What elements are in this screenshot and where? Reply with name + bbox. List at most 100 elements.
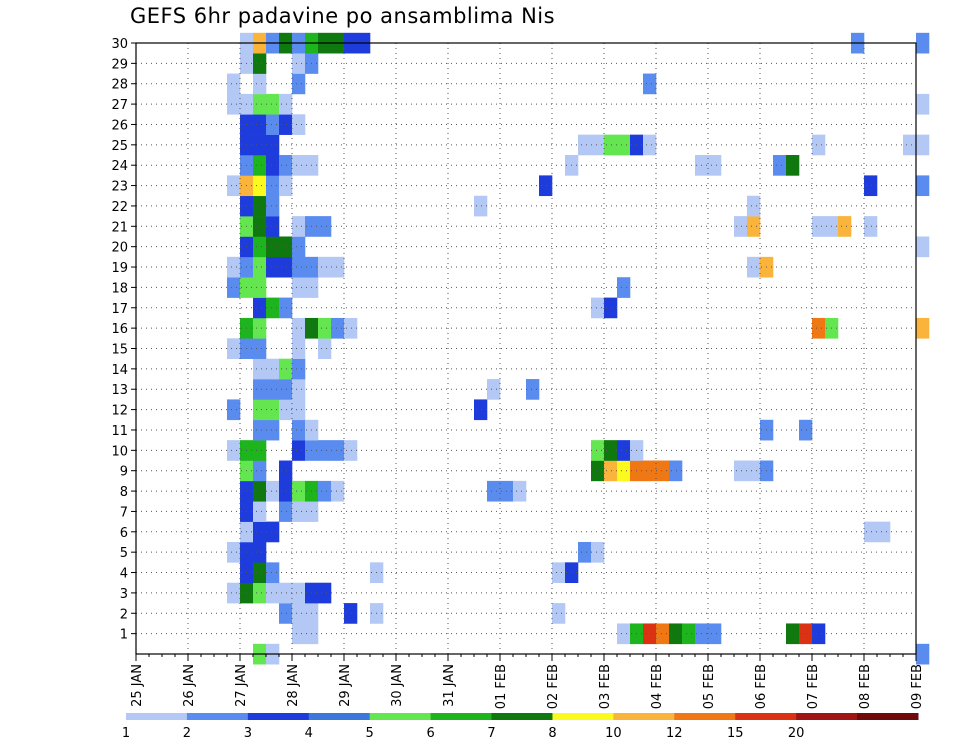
y-tick-label: 4 — [120, 567, 128, 582]
heatmap-cell — [916, 317, 930, 339]
heatmap-cell — [253, 582, 267, 604]
y-tick-label: 8 — [120, 485, 128, 500]
heatmap-cell — [812, 216, 826, 237]
heatmap-cell — [292, 277, 306, 298]
heatmap-cell — [279, 480, 293, 502]
heatmap-cell — [292, 399, 306, 421]
heatmap-cell — [266, 521, 280, 543]
heatmap-cell — [916, 236, 930, 258]
heatmap-cell — [916, 134, 930, 156]
heatmap-cell — [227, 73, 241, 95]
colorbar-label: 5 — [366, 726, 374, 741]
heatmap-cell — [227, 440, 241, 461]
heatmap-cell — [253, 379, 267, 400]
heatmap-cell — [279, 501, 293, 522]
heatmap-cell — [292, 53, 306, 74]
colorbar-swatch — [796, 713, 858, 720]
axes-layer: 1234567891011121314151617181920212223242… — [111, 37, 925, 709]
heatmap-cell — [864, 521, 878, 543]
y-tick-label: 23 — [111, 180, 128, 195]
x-tick-label: 26 JAN — [182, 664, 197, 707]
heatmap-cell — [539, 175, 553, 197]
heatmap-cell — [513, 480, 527, 502]
heatmap-cell — [266, 134, 280, 156]
heatmap-cell — [916, 643, 930, 665]
heatmap-cell — [253, 256, 267, 278]
y-tick-label: 13 — [111, 383, 128, 398]
heatmap-cell — [318, 216, 332, 237]
heatmap-cell — [253, 277, 267, 298]
heatmap-cell — [266, 155, 280, 176]
heatmap-cell — [526, 379, 540, 400]
heatmap-cell — [591, 440, 605, 461]
x-tick-label: 09 FEB — [910, 664, 925, 709]
heatmap-cell — [253, 562, 267, 584]
heatmap-cell — [604, 297, 618, 319]
heatmap-cell — [292, 114, 306, 135]
y-tick-label: 6 — [120, 526, 128, 541]
heatmap-cell — [812, 317, 826, 339]
heatmap-cell — [318, 480, 332, 502]
y-tick-label: 25 — [111, 139, 128, 154]
y-tick-label: 19 — [111, 261, 128, 276]
heatmap-cell — [474, 399, 488, 421]
x-tick-label: 07 FEB — [806, 664, 821, 709]
y-tick-label: 20 — [111, 241, 128, 256]
x-tick-label: 29 JAN — [338, 664, 353, 707]
colorbar-swatch — [126, 713, 188, 720]
heatmap-cell — [227, 256, 241, 278]
colorbar-label: 1 — [122, 726, 130, 741]
heatmap-cell — [812, 134, 826, 156]
x-tick-label: 06 FEB — [754, 664, 769, 709]
x-tick-label: 04 FEB — [650, 664, 665, 709]
heatmap-cell — [266, 419, 280, 441]
heatmap-cell — [292, 480, 306, 502]
heatmap-cell — [331, 480, 345, 502]
x-tick-label: 25 JAN — [130, 664, 145, 707]
heatmap-cell — [487, 480, 501, 502]
heatmap-cell — [578, 541, 592, 563]
colorbar-label: 8 — [548, 726, 556, 741]
colorbar-swatch — [491, 713, 553, 720]
heatmap-cell — [864, 175, 878, 197]
heatmap-cell — [227, 582, 241, 604]
heatmap-cell — [318, 440, 332, 461]
heatmap-cell — [279, 603, 293, 624]
heatmap-cell — [747, 460, 761, 482]
colorbar-swatch — [308, 713, 371, 720]
heatmap-cell — [292, 338, 306, 359]
colorbar-label: 15 — [727, 726, 744, 741]
heatmap-cell — [916, 175, 930, 197]
heatmap-cell — [279, 236, 293, 258]
y-tick-label: 12 — [111, 404, 128, 419]
heatmap-cell — [799, 419, 813, 441]
colorbar-swatch — [552, 713, 614, 720]
heatmap-cell — [604, 460, 618, 482]
y-tick-label: 7 — [120, 505, 128, 520]
x-tick-label: 28 JAN — [286, 664, 301, 707]
heatmap-cell — [591, 460, 605, 482]
x-tick-label: 02 FEB — [546, 664, 561, 709]
heatmap-cell — [266, 175, 280, 197]
colorbar-label: 4 — [305, 726, 313, 741]
colorbar-label: 12 — [666, 726, 683, 741]
heatmap-cell — [253, 541, 267, 563]
heatmap-cell — [669, 460, 683, 482]
heatmap-cell — [591, 134, 605, 156]
y-tick-label: 9 — [120, 465, 128, 480]
heatmap-cell — [253, 358, 267, 380]
heatmap-cell — [318, 582, 332, 604]
heatmap-cell — [682, 623, 696, 645]
colorbar-swatch — [613, 713, 675, 720]
colorbar-swatch — [857, 713, 919, 720]
heatmap-cell — [708, 623, 722, 645]
heatmap-cell — [253, 93, 267, 115]
heatmap-cell — [292, 582, 306, 604]
heatmap-cell — [331, 317, 345, 339]
heatmap-cell — [292, 440, 306, 461]
heatmap-cell — [916, 32, 930, 54]
y-tick-label: 27 — [111, 98, 128, 113]
heatmap-cell — [279, 297, 293, 319]
heatmap-cell — [253, 399, 267, 421]
